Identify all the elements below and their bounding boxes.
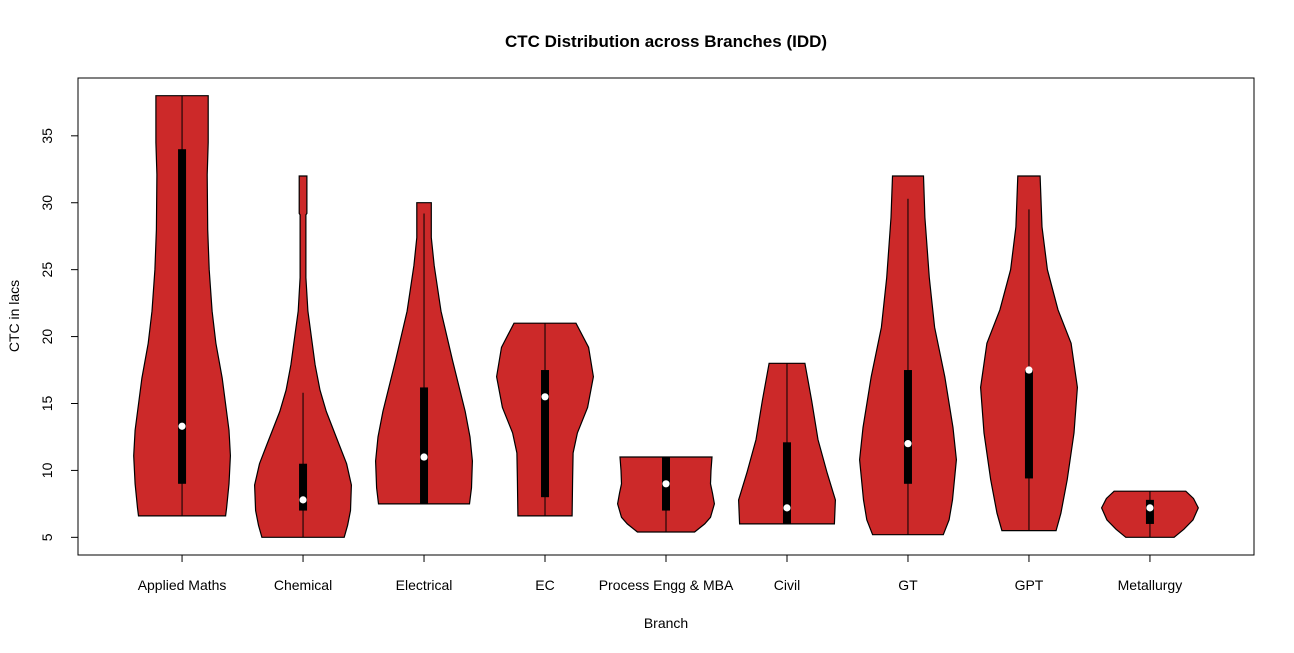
median-point [420, 453, 428, 461]
y-tick-label: 5 [39, 533, 55, 541]
y-tick-label: 20 [39, 329, 55, 345]
median-point [904, 440, 912, 448]
violin-applied-maths [133, 95, 232, 517]
violin-metallurgy [1100, 490, 1199, 538]
violin-ec [495, 322, 595, 517]
x-tick-label: Chemical [274, 577, 332, 593]
violin-gpt [979, 175, 1079, 532]
violin-chemical [253, 175, 353, 538]
iqr-box [178, 149, 187, 484]
median-point [1025, 366, 1033, 374]
iqr-box [299, 463, 308, 511]
chart-title: CTC Distribution across Branches (IDD) [505, 32, 827, 51]
median-point [299, 496, 307, 504]
x-tick-label: GT [898, 577, 918, 593]
violin-gt [858, 175, 958, 536]
iqr-box [1145, 499, 1154, 524]
x-tick-label: Metallurgy [1118, 577, 1183, 593]
x-tick-label: Electrical [396, 577, 453, 593]
y-axis-label: CTC in lacs [6, 280, 22, 352]
median-point [1146, 504, 1154, 512]
y-tick-label: 25 [39, 262, 55, 278]
median-point [178, 422, 186, 430]
plot-frame [77, 77, 1255, 556]
x-axis-label: Branch [644, 615, 688, 631]
violins-layer [133, 95, 1199, 538]
y-tick-label: 30 [39, 195, 55, 211]
y-tick-label: 15 [39, 395, 55, 411]
iqr-box [903, 370, 912, 484]
median-point [662, 480, 670, 488]
violin-body [253, 175, 353, 538]
median-point [783, 504, 791, 512]
x-tick-label: Civil [774, 577, 800, 593]
x-tick-label: EC [535, 577, 554, 593]
iqr-box [541, 370, 550, 498]
iqr-box [1024, 370, 1033, 479]
x-tick-label: Process Engg & MBA [599, 577, 734, 593]
y-tick-label: 10 [39, 462, 55, 478]
x-tick-label: Applied Maths [138, 577, 227, 593]
violin-civil [737, 362, 837, 525]
median-point [541, 393, 549, 401]
violin-process-engg-mba [616, 456, 716, 533]
iqr-box [420, 387, 429, 504]
violin-electrical [374, 202, 474, 505]
y-tick-label: 35 [39, 128, 55, 144]
iqr-box [782, 442, 791, 524]
x-tick-label: GPT [1015, 577, 1044, 593]
